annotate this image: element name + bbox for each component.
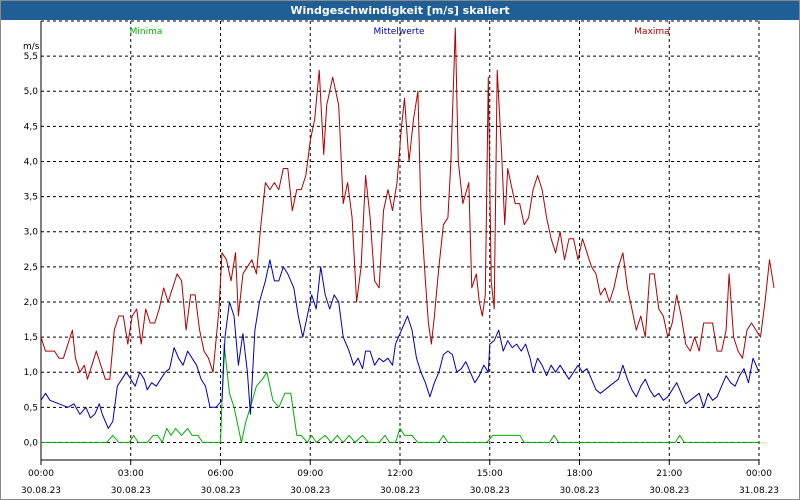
x-tick-label-time: 21:00 (656, 469, 682, 479)
y-tick-label: 2,5 (24, 263, 38, 273)
series-line-minima (41, 343, 759, 443)
x-tick-label-time: 18:00 (567, 469, 593, 479)
grid (40, 20, 760, 465)
legend-item-mittelwerte: Mittelwerte (373, 27, 424, 37)
series-line-mittelwerte (40, 259, 760, 429)
legend: Minima Mittelwerte Maxima (130, 27, 670, 37)
legend-item-minima: Minima (130, 27, 163, 37)
series-line-maxima (40, 27, 775, 380)
series-layer (40, 27, 775, 443)
x-tick-label-time: 09:00 (297, 469, 323, 479)
x-tick-label-time: 00:00 (28, 469, 54, 479)
y-axis-label: m/s (23, 42, 40, 52)
x-tick-label-date: 30.08.23 (380, 486, 420, 496)
x-axis-tick-labels: 00:00 30.08.23 03:00 30.08.23 06:00 30.08.23 0… (21, 469, 779, 496)
x-tick-label-date: 30.08.23 (200, 486, 240, 496)
x-tick-label-time: 15:00 (477, 469, 503, 479)
y-tick-label: 0,0 (24, 438, 39, 448)
y-tick-label: 4,5 (24, 122, 38, 132)
x-tick-label-date: 30.08.23 (559, 486, 599, 496)
x-tick-label-date: 30.08.23 (470, 486, 510, 496)
x-tick-label-date: 30.08.23 (290, 486, 330, 496)
x-tick-label-time: 00:00 (746, 469, 772, 479)
x-tick-label-time: 03:00 (118, 469, 144, 479)
window-title: Windgeschwindigkeit [m/s] skaliert (1, 1, 799, 20)
y-tick-label: 4,0 (24, 157, 39, 167)
y-tick-label: 5,0 (24, 87, 39, 97)
x-tick-label-date: 30.08.23 (111, 486, 151, 496)
x-tick-label-date: 30.08.23 (649, 486, 689, 496)
y-tick-label: 3,0 (24, 228, 39, 238)
y-tick-label: 0,5 (24, 403, 38, 413)
y-axis-tick-labels: 0,0 0,5 1,0 1,5 2,0 2,5 3,0 3,5 4,0 4,5 5,0 5,5 (24, 52, 39, 448)
y-tick-label: 1,0 (24, 368, 39, 378)
x-tick-label-date: 31.08.23 (739, 486, 779, 496)
legend-item-maxima: Maxima (634, 27, 669, 37)
x-tick-label-time: 06:00 (208, 469, 234, 479)
x-tick-label-time: 12:00 (387, 469, 413, 479)
y-tick-label: 5,5 (24, 52, 38, 62)
y-tick-label: 3,5 (24, 193, 38, 203)
x-tick-label-date: 30.08.23 (21, 486, 61, 496)
y-tick-label: 2,0 (24, 298, 39, 308)
y-tick-label: 1,5 (24, 333, 38, 343)
